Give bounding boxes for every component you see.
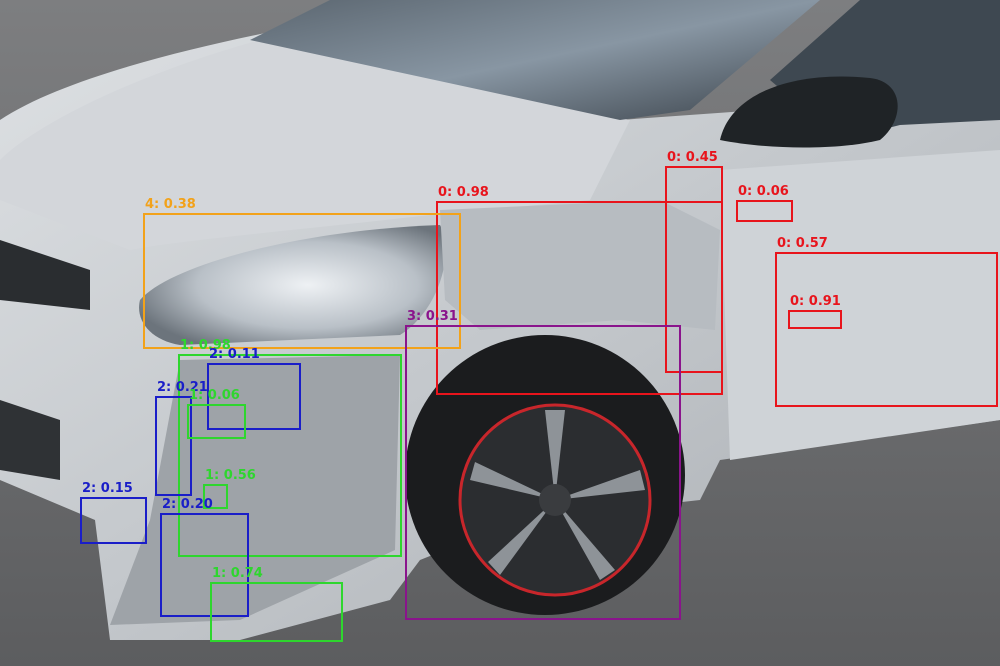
hood bbox=[0, 40, 630, 250]
crushed-fender bbox=[440, 200, 720, 330]
headlight bbox=[139, 225, 446, 345]
bumper-damage bbox=[110, 355, 400, 625]
door-panel bbox=[720, 150, 1000, 460]
windshield bbox=[250, 0, 820, 120]
side-mirror bbox=[720, 76, 898, 148]
lower-grille bbox=[0, 400, 60, 480]
rim-spokes bbox=[470, 410, 645, 580]
grille bbox=[0, 240, 90, 310]
hub bbox=[539, 484, 571, 516]
